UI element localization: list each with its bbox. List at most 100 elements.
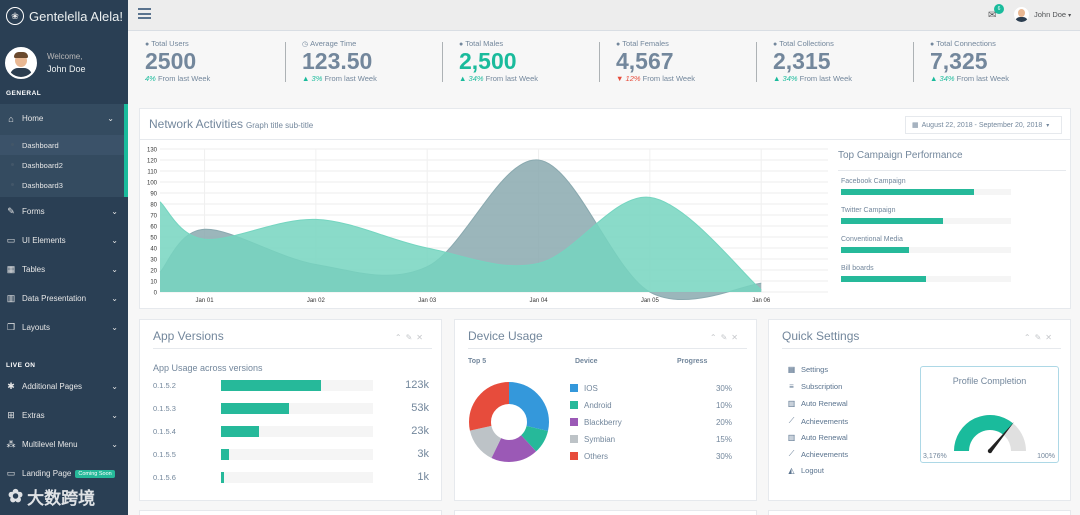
tile-suffix: From last Week: [642, 74, 696, 83]
legend-swatch: [570, 452, 578, 460]
quick-settings-label: Settings: [801, 365, 829, 374]
tile-title: Total Males: [465, 39, 504, 48]
y-tick-label: 0: [154, 291, 158, 297]
stats-tiles: ● Total Users 2500 4% From last Week ◷ Ave…: [128, 31, 1080, 99]
y-tick-label: 130: [147, 148, 158, 154]
user-icon: ●: [930, 41, 935, 48]
sitemap-icon: ⁂: [6, 439, 16, 449]
sidebar-item-tables[interactable]: ▦ Tables ⌄: [0, 255, 128, 284]
version-count: 123k: [405, 379, 429, 391]
sidebar-profile: Welcome, John Doe: [0, 32, 128, 84]
wrench-icon[interactable]: ✎: [720, 333, 732, 342]
sidebar-subitem-dashboard3[interactable]: Dashboard3: [0, 175, 124, 195]
brand[interactable]: ❀ Gentelella Alela!: [0, 0, 128, 32]
quick-settings-auto-renewal[interactable]: ▥ Auto Renewal: [787, 399, 848, 408]
x-tick-label: Jan 04: [530, 298, 549, 304]
gauge-fill: [954, 415, 1013, 451]
chevron-down-icon: ⌄: [111, 294, 118, 303]
version-bar: [221, 379, 373, 391]
quick-settings-auto-renewal-2[interactable]: ▥ Auto Renewal: [787, 433, 848, 442]
quick-settings-panel: Quick Settings ⌃✎✕ ▦ Settings ≡ Subscripti…: [768, 319, 1071, 501]
envelope-icon[interactable]: ✉: [988, 10, 997, 21]
sidebar-item-multilevel-menu[interactable]: ⁂ Multilevel Menu ⌄: [0, 430, 128, 459]
campaign-progress-bar: [841, 218, 1011, 224]
tile-total-collections: ● Total Collections 2,315 ▲ 34% From last…: [756, 39, 852, 89]
user-menu[interactable]: John Doe ▾: [1014, 7, 1071, 22]
sidebar-item-extras[interactable]: ⊞ Extras ⌄: [0, 401, 128, 430]
y-tick-label: 120: [147, 159, 158, 165]
campaign-facebook: Facebook Campaign: [841, 178, 1011, 195]
sidebar-item-additional-pages[interactable]: ✱ Additional Pages ⌄: [0, 372, 128, 401]
quick-settings-settings[interactable]: ▦ Settings: [787, 365, 828, 374]
tile-average-time: ◷ Average Time 123.50 ▲ 3% From last Week: [285, 39, 377, 89]
legend-swatch: [570, 384, 578, 392]
profile-completion-title: Profile Completion: [952, 376, 1027, 386]
tile-title: Total Females: [622, 39, 669, 48]
version-label: 0.1.5.5: [153, 449, 176, 459]
tile-suffix: From last Week: [157, 74, 211, 83]
edit-icon: ✎: [7, 206, 15, 216]
sidebar-item-label: Data Presentation: [22, 294, 87, 303]
version-label: 0.1.5.3: [153, 403, 176, 413]
sidebar-item-layouts[interactable]: ❐ Layouts ⌄: [0, 313, 128, 342]
top-user-name: John Doe: [1034, 10, 1067, 19]
tile-change: 34%: [939, 74, 955, 83]
y-tick-label: 90: [150, 192, 157, 198]
user-icon: ●: [773, 41, 778, 48]
sidebar-subitem-dashboard2[interactable]: Dashboard2: [0, 155, 124, 175]
wrench-icon[interactable]: ✎: [1034, 333, 1046, 342]
collapse-icon[interactable]: ⌃: [394, 333, 406, 342]
chevron-down-icon: ⌄: [111, 440, 118, 449]
chevron-down-icon: ⌄: [111, 236, 118, 245]
wrench-icon[interactable]: ✎: [405, 333, 417, 342]
close-icon[interactable]: ✕: [1045, 333, 1056, 342]
quick-settings-achievements[interactable]: ⟋ Achievements: [787, 416, 848, 426]
campaign-twitter: Twitter Campaign: [841, 207, 1011, 224]
tile-change: 34%: [468, 74, 484, 83]
collapse-icon[interactable]: ⌃: [709, 333, 721, 342]
tile-count: 2500: [145, 48, 197, 74]
bar-chart-icon: ▥: [6, 293, 16, 303]
close-icon[interactable]: ✕: [416, 333, 427, 342]
quick-settings-subscription[interactable]: ≡ Subscription: [787, 382, 842, 391]
watermark-text: 大数跨境: [27, 489, 96, 508]
quick-settings-logout[interactable]: ◭ Logout: [787, 466, 824, 475]
home-icon: ⌂: [8, 113, 14, 124]
quick-settings-achievements-2[interactable]: ⟋ Achievements: [787, 449, 848, 459]
date-range-picker[interactable]: ▦ August 22, 2018 - September 20, 2018 ▾: [905, 116, 1062, 134]
sidebar-item-forms[interactable]: ✎ Forms ⌄: [0, 197, 128, 226]
sidebar-subitem-dashboard[interactable]: Dashboard: [0, 135, 124, 155]
version-label: 0.1.5.6: [153, 472, 176, 482]
app-versions-panel: App Versions ⌃✎✕ App Usage across versio…: [139, 319, 442, 501]
clone-icon: ❐: [6, 322, 16, 332]
collapse-icon[interactable]: ⌃: [1023, 333, 1035, 342]
version-count: 23k: [411, 425, 429, 437]
y-tick-label: 20: [150, 269, 157, 275]
sidebar-item-label: Tables: [22, 265, 46, 274]
menu-toggle-icon[interactable]: [138, 8, 151, 22]
app-versions-title: App Versions: [153, 329, 224, 343]
sidebar-item-home[interactable]: ⌂ Home ⌄: [0, 104, 128, 133]
tile-title: Total Collections: [779, 39, 834, 48]
version-row: 0.1.5.5 3k: [153, 447, 429, 461]
tile-total-connections: ● Total Connections 7,325 ▲ 34% From last…: [913, 39, 1009, 89]
y-tick-label: 40: [150, 247, 157, 253]
bars-icon: ≡: [789, 382, 794, 391]
quick-settings-label: Achievements: [801, 416, 849, 426]
sidebar-item-ui-elements[interactable]: ▭ UI Elements ⌄: [0, 226, 128, 255]
sidebar-item-landing-page[interactable]: ▭ Landing Page Coming Soon: [0, 459, 128, 488]
line-chart-icon: ⟋: [788, 416, 795, 425]
campaign-title: Top Campaign Performance: [838, 150, 963, 161]
legend-name: Symbian: [584, 434, 616, 444]
sort-asc-icon: ▲: [459, 74, 467, 83]
clock-icon: ◷: [302, 41, 309, 48]
close-icon[interactable]: ✕: [731, 333, 742, 342]
sidebar-item-label: Forms: [22, 207, 45, 216]
bottom-panel-left: [139, 510, 442, 515]
version-row: 0.1.5.3 53k: [153, 401, 429, 415]
series-line-1: [159, 159, 762, 300]
tile-change: 34%: [782, 74, 798, 83]
profile-username: John Doe: [47, 64, 86, 74]
tile-change: 12%: [625, 74, 641, 83]
sidebar-item-data-presentation[interactable]: ▥ Data Presentation ⌄: [0, 284, 128, 313]
